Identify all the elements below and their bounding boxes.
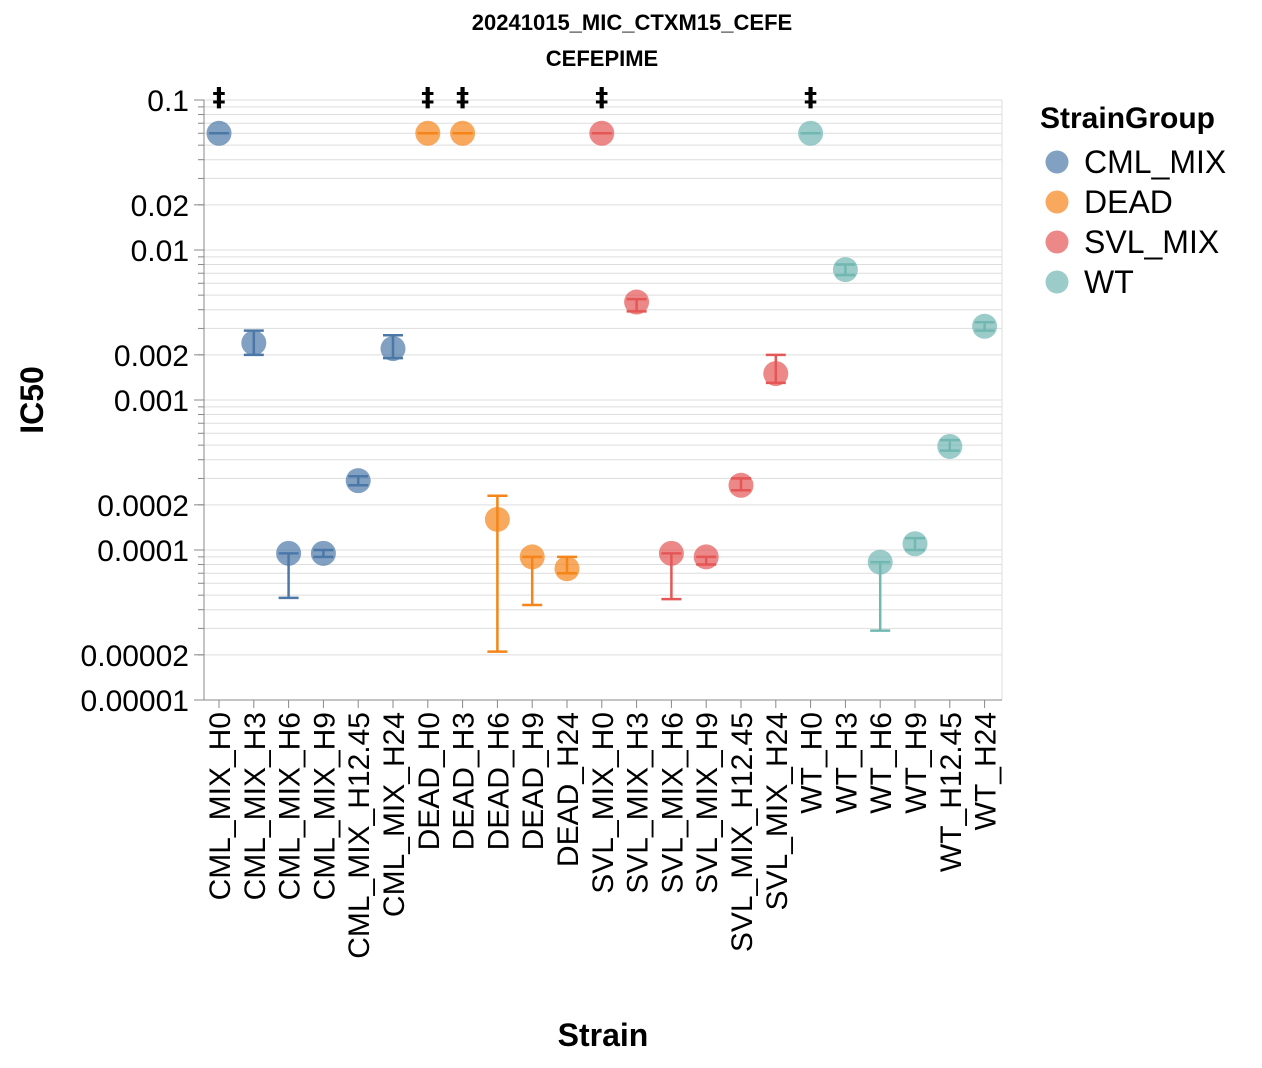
y-tick-label: 0.01 bbox=[131, 235, 189, 268]
x-tick-label: DEAD_H24 bbox=[552, 712, 585, 867]
x-tick-label: SVL_MIX_H9 bbox=[691, 712, 724, 894]
data-point-group bbox=[484, 494, 510, 653]
data-point-group bbox=[310, 540, 336, 566]
legend-symbol bbox=[1045, 270, 1069, 294]
x-tick-label: WT_H12.45 bbox=[935, 712, 968, 872]
x-axis-title: Strain bbox=[558, 1017, 649, 1053]
y-tick-label: 0.00001 bbox=[81, 685, 189, 718]
annotation-marker: ‡ bbox=[804, 83, 817, 113]
x-tick-label: DEAD_H6 bbox=[482, 712, 515, 850]
x-tick-label: SVL_MIX_H12.45 bbox=[726, 712, 759, 952]
legend-label: SVL_MIX bbox=[1084, 224, 1219, 260]
data-point-group bbox=[693, 544, 719, 570]
legend-title: StrainGroup bbox=[1040, 102, 1215, 135]
x-tick-label: SVL_MIX_H3 bbox=[622, 712, 655, 894]
axes: 0.00001 0.00002 0.0001 0.0002 0.001 0.002 0.01… bbox=[81, 85, 1003, 959]
x-tick-label: WT_H9 bbox=[900, 712, 933, 814]
data-point-group: ‡ bbox=[206, 83, 232, 146]
x-tick-label: WT_H3 bbox=[830, 712, 863, 814]
annotation-marker: ‡ bbox=[595, 83, 608, 113]
chart-subtitle: CEFEPIME bbox=[546, 46, 658, 71]
legend-symbol bbox=[1045, 230, 1069, 254]
y-tick-label: 0.0002 bbox=[97, 490, 189, 523]
data-point-group bbox=[972, 313, 998, 339]
y-tick-label: 0.0001 bbox=[97, 535, 189, 568]
legend-label: DEAD bbox=[1084, 184, 1173, 220]
legend-label: CML_MIX bbox=[1084, 144, 1226, 180]
data-point-group bbox=[902, 531, 928, 557]
y-gridlines bbox=[204, 99, 1002, 701]
x-tick-label: SVL_MIX_H0 bbox=[587, 712, 620, 894]
x-tick-label: DEAD_H9 bbox=[517, 712, 550, 850]
data-point-group: ‡ bbox=[589, 83, 615, 146]
data-point-group: ‡ bbox=[450, 83, 476, 146]
x-tick-label: CML_MIX_H0 bbox=[204, 712, 237, 900]
data-point-group bbox=[937, 433, 963, 459]
x-tick-label: WT_H24 bbox=[970, 712, 1003, 830]
data-point-group bbox=[345, 468, 371, 494]
y-tick-label: 0.001 bbox=[114, 385, 189, 418]
data-point-group bbox=[380, 334, 406, 362]
data-point-group bbox=[519, 544, 545, 607]
y-tick-label: 0.02 bbox=[131, 190, 189, 223]
annotation-marker: ‡ bbox=[456, 83, 469, 113]
data-point-group bbox=[624, 289, 650, 315]
data-marks: ‡ ‡ ‡ ‡ ‡ bbox=[206, 83, 998, 653]
legend: StrainGroup CML_MIX DEAD SVL_MIX WT bbox=[1040, 102, 1226, 300]
y-tick-label: 0.002 bbox=[114, 340, 189, 373]
annotation-marker: ‡ bbox=[421, 83, 434, 113]
x-tick-label: CML_MIX_H12.45 bbox=[343, 712, 376, 959]
data-point-group: ‡ bbox=[415, 83, 441, 146]
data-point-group bbox=[554, 555, 580, 582]
x-tick-label: WT_H0 bbox=[796, 712, 829, 814]
x-tick-label: CML_MIX_H24 bbox=[378, 712, 411, 917]
data-point-group bbox=[658, 540, 684, 601]
legend-symbol bbox=[1045, 150, 1069, 174]
data-point-group bbox=[763, 353, 789, 387]
legend-symbol bbox=[1045, 190, 1069, 214]
x-tick-label: CML_MIX_H9 bbox=[308, 712, 341, 900]
data-point-group bbox=[867, 549, 893, 632]
y-axis-title: IC50 bbox=[14, 366, 50, 434]
data-point-group bbox=[728, 472, 754, 498]
legend-label: WT bbox=[1084, 264, 1134, 300]
x-tick-label: SVL_MIX_H24 bbox=[761, 712, 794, 910]
y-tick-label: 0.1 bbox=[147, 85, 189, 118]
x-tick-label: DEAD_H3 bbox=[448, 712, 481, 850]
x-tick-label: WT_H6 bbox=[865, 712, 898, 814]
y-tick-label: 0.00002 bbox=[81, 640, 189, 673]
data-point-group: ‡ bbox=[798, 83, 824, 146]
data-point-group bbox=[241, 329, 267, 357]
chart-title: 20241015_MIC_CTXM15_CEFE bbox=[472, 10, 792, 35]
x-tick-label: SVL_MIX_H6 bbox=[656, 712, 689, 894]
x-tick-label: CML_MIX_H3 bbox=[239, 712, 272, 900]
annotation-marker: ‡ bbox=[213, 83, 226, 113]
data-point-group bbox=[276, 540, 302, 600]
x-tick-label: CML_MIX_H6 bbox=[274, 712, 307, 900]
x-tick-label: DEAD_H0 bbox=[413, 712, 446, 850]
data-point-group bbox=[832, 257, 858, 283]
